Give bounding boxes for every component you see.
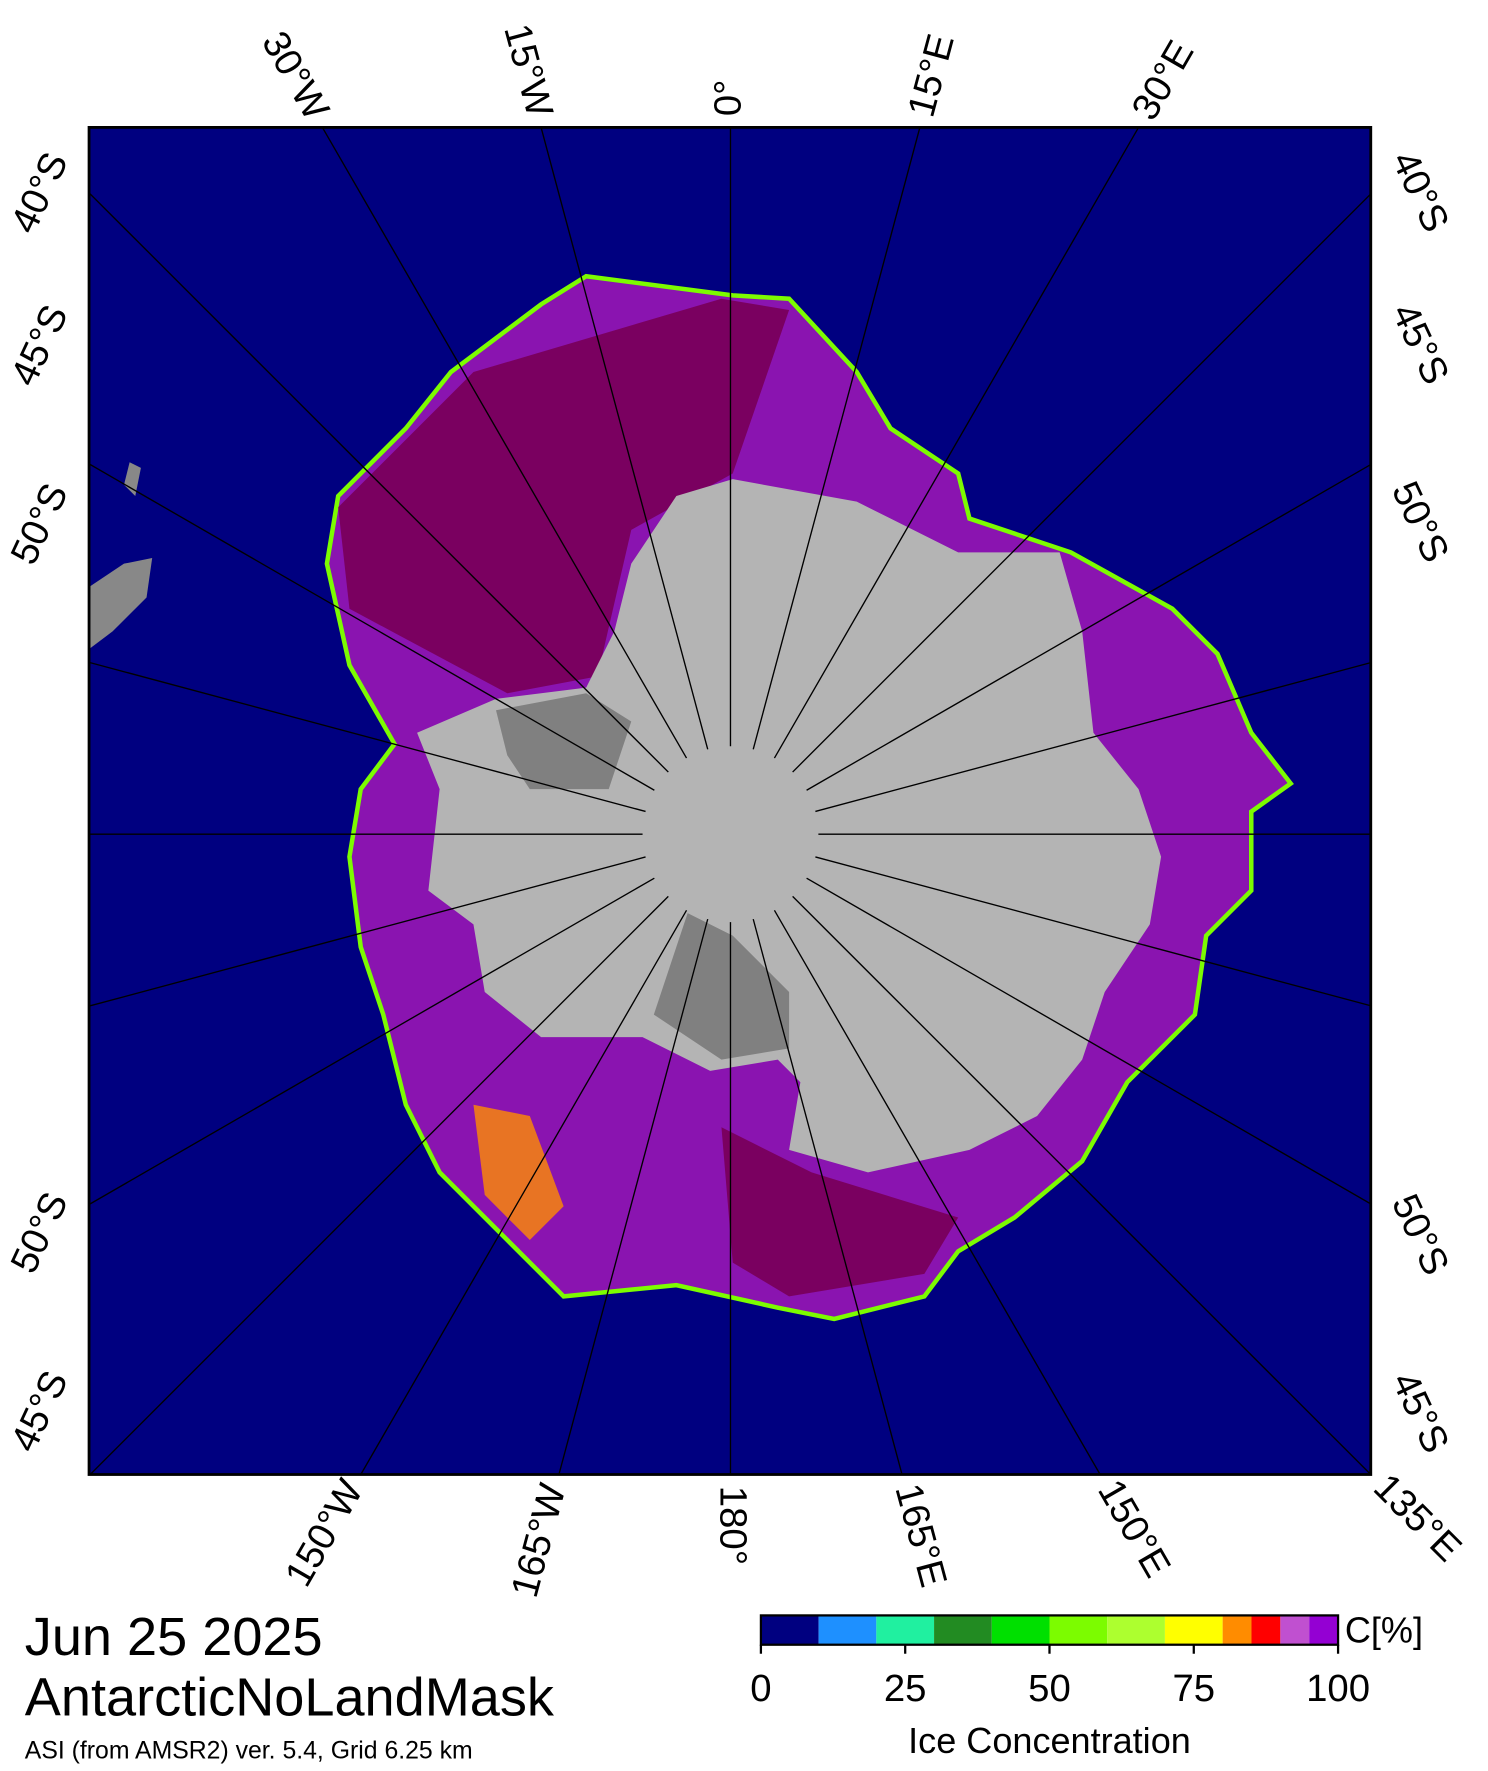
latitude-label: 45°S	[2, 1364, 76, 1458]
land	[90, 558, 153, 649]
latitude-label: 50°S	[1383, 1188, 1457, 1282]
colorbar-bin	[934, 1615, 992, 1645]
product-title: AntarcticNoLandMask	[25, 1668, 555, 1728]
map-frame	[87, 126, 1373, 1476]
longitude-label: 30°W	[253, 24, 338, 128]
antarctica	[417, 479, 1162, 1173]
latitude-label: 50°S	[2, 1186, 76, 1280]
map-content	[89, 127, 1371, 1475]
meridian	[806, 463, 1371, 791]
longitude-label: 165°E	[886, 1479, 955, 1591]
latitude-label: 45°S	[2, 298, 76, 392]
colorbar-bin	[818, 1615, 877, 1645]
meridian	[773, 127, 1140, 759]
ice-shelf	[496, 693, 632, 790]
meridian	[558, 918, 709, 1475]
latitude-label: 45°S	[1383, 1366, 1457, 1460]
longitude-label: 15°W	[495, 19, 561, 122]
colorbar-bin	[1280, 1615, 1310, 1645]
meridian	[89, 463, 655, 791]
longitude-label: 30°E	[1124, 33, 1203, 127]
subtitle: ASI (from AMSR2) ver. 5.4, Grid 6.25 km	[25, 1738, 473, 1765]
meridian	[540, 127, 709, 750]
colorbar-tick-label: 75	[1172, 1667, 1215, 1710]
latitude-label: 50°S	[1383, 475, 1457, 569]
longitude-label: 165°W	[503, 1478, 575, 1601]
colorbar-unit: C[%]	[1345, 1609, 1423, 1650]
colorbar-tick-label: 100	[1306, 1667, 1370, 1710]
meridian	[792, 895, 1371, 1475]
meridian	[89, 877, 655, 1206]
latitude-label: 50°S	[2, 477, 76, 571]
colorbar-tick-label: 50	[1028, 1667, 1071, 1710]
colorbar-bin	[991, 1615, 1050, 1645]
longitude-label: 15°E	[900, 30, 963, 122]
meridian	[815, 661, 1371, 813]
latitude-label: 45°S	[1383, 297, 1457, 391]
meridian	[360, 909, 688, 1475]
meridian	[815, 856, 1371, 1007]
colorbar-title: Ice Concentration	[908, 1720, 1191, 1761]
date: Jun 25 2025	[25, 1607, 323, 1667]
meridian	[806, 877, 1371, 1205]
meridian	[89, 192, 669, 773]
longitude-label: 0°	[707, 79, 750, 116]
meridian	[752, 127, 921, 750]
meridian	[89, 661, 646, 813]
meridian	[321, 127, 688, 759]
colorbar: 0 25 50 75 100 C[%] Ice Concentration	[750, 1609, 1423, 1760]
latitude-label: 40°S	[2, 146, 76, 240]
meridian	[773, 909, 1101, 1475]
longitude-label: 135°E	[1365, 1466, 1470, 1571]
longitude-label: 150°E	[1089, 1472, 1179, 1584]
meridian	[752, 918, 903, 1475]
colorbar-bin	[1049, 1615, 1108, 1645]
meridian	[89, 895, 669, 1475]
graticule	[89, 127, 1371, 1475]
ice-shelf	[653, 913, 790, 1060]
colorbar-bin	[876, 1615, 935, 1645]
colorbar-bin	[760, 1615, 819, 1645]
colorbar-bin	[1107, 1615, 1165, 1645]
sea-ice-dense	[338, 298, 790, 694]
longitude-label: 150°W	[277, 1472, 372, 1594]
latitude-label: 40°S	[1383, 145, 1457, 239]
colorbar-tick-label: 25	[884, 1667, 927, 1710]
colorbar-bin	[1251, 1615, 1281, 1645]
sea-ice-low	[473, 1104, 564, 1241]
colorbar-bin	[1309, 1615, 1339, 1645]
meridian	[792, 193, 1371, 773]
land	[124, 462, 141, 497]
longitude-label: 180°	[711, 1486, 754, 1565]
meridian	[89, 856, 646, 1007]
colorbar-bin	[1164, 1615, 1223, 1645]
colorbar-tick-label: 0	[750, 1667, 771, 1710]
colorbar-bin	[1222, 1615, 1252, 1645]
sea-ice-dense	[721, 1127, 959, 1297]
